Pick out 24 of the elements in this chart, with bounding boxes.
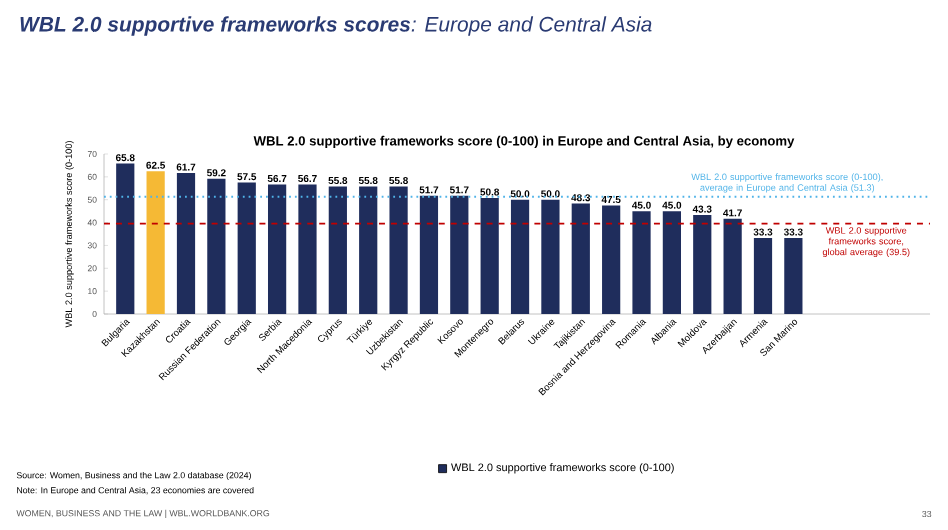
bar <box>328 186 347 314</box>
bar <box>693 215 712 314</box>
bar <box>662 211 681 314</box>
bar <box>723 218 742 314</box>
bar <box>116 163 135 314</box>
bar <box>237 182 256 314</box>
bar <box>480 197 499 314</box>
bar <box>359 186 378 314</box>
bar <box>176 172 196 314</box>
bar <box>784 237 803 314</box>
bar <box>267 184 287 314</box>
bar <box>419 195 439 314</box>
bar <box>389 186 408 314</box>
bar <box>146 171 165 314</box>
bar <box>510 199 530 314</box>
bar <box>632 211 651 314</box>
chart-title: WBL 2.0 supportive frameworks scores: Europe and Central Asia <box>20 16 652 36</box>
bar <box>298 184 317 314</box>
bar <box>207 178 226 314</box>
bar <box>602 205 621 314</box>
bar <box>753 237 773 314</box>
bar <box>571 203 590 314</box>
bar <box>450 195 469 314</box>
bar <box>541 199 560 314</box>
